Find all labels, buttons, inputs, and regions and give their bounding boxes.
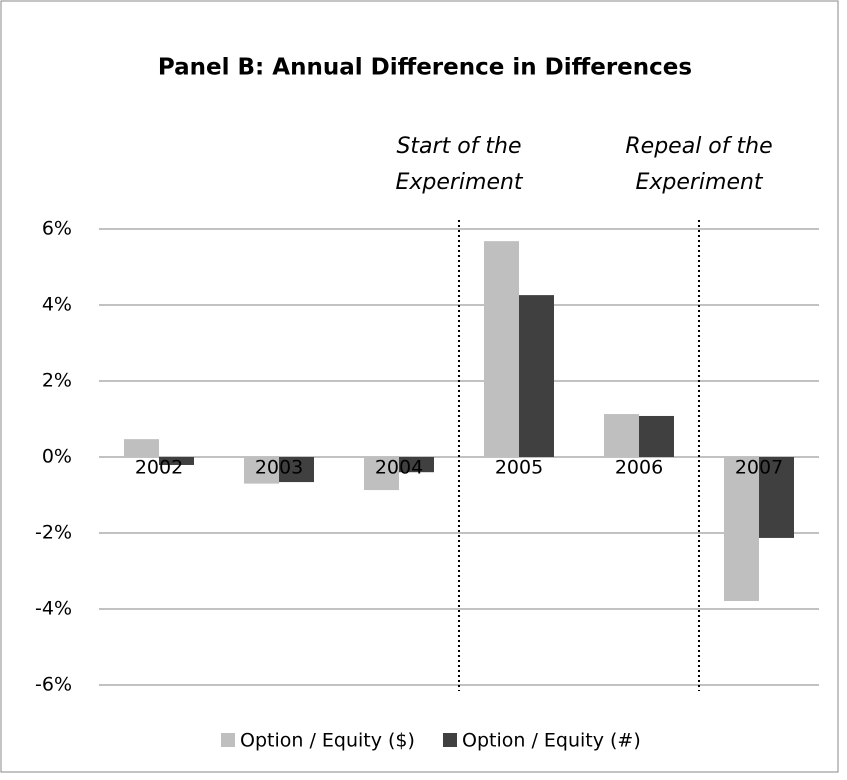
x-tick-label: 2002	[135, 457, 183, 479]
bar	[279, 457, 314, 483]
bar	[484, 241, 519, 457]
bar	[604, 414, 639, 457]
annotation: Experiment	[635, 170, 763, 195]
legend-label: Option / Equity (#)	[462, 730, 641, 752]
bar	[759, 457, 794, 538]
x-tick-label: 2006	[615, 457, 663, 479]
annotation: Start of the	[396, 134, 521, 159]
y-tick-label: -4%	[35, 598, 72, 620]
y-tick-label: 6%	[42, 218, 72, 240]
y-tick-label: 2%	[42, 370, 72, 392]
bar	[639, 415, 674, 457]
x-tick-label: 2003	[255, 457, 303, 479]
bar	[519, 295, 554, 457]
bar	[399, 457, 434, 473]
chart-title: Panel B: Annual Difference in Difference…	[158, 55, 692, 81]
bar	[364, 457, 399, 491]
bar	[159, 457, 194, 465]
x-tick-label: 2005	[495, 457, 543, 479]
y-tick-label: 0%	[42, 446, 72, 468]
x-tick-label: 2007	[735, 457, 783, 479]
legend-swatch	[443, 733, 457, 747]
legend-label: Option / Equity ($)	[240, 730, 415, 752]
bar	[244, 457, 279, 484]
x-tick-label: 2004	[375, 457, 423, 479]
annotation: Repeal of the	[625, 134, 772, 159]
annotation: Experiment	[395, 170, 523, 195]
bar	[124, 439, 159, 457]
bar	[724, 457, 759, 602]
y-tick-label: -6%	[35, 674, 72, 696]
legend-swatch	[221, 733, 235, 747]
y-tick-label: -2%	[35, 522, 72, 544]
y-tick-label: 4%	[42, 294, 72, 316]
